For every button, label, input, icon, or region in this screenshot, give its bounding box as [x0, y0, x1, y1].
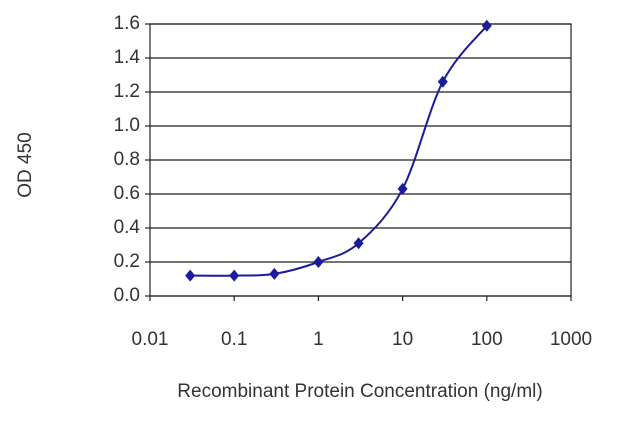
y-tick-label: 1.6	[114, 13, 140, 34]
point	[481, 19, 492, 32]
y-tick-label: 0.4	[114, 217, 141, 238]
point	[397, 182, 408, 195]
y-tick-label: 0.0	[114, 285, 140, 306]
x-tick-label: 10	[392, 329, 413, 350]
y-tick-label: 1.0	[114, 115, 140, 136]
y-tick-label: 0.8	[114, 149, 140, 170]
x-tick-label: 0.1	[221, 329, 247, 350]
y-tick-label: 1.4	[114, 47, 141, 68]
x-tick-label: 100	[471, 329, 503, 350]
point	[437, 75, 448, 88]
y-tick-label: 1.2	[114, 81, 140, 102]
point	[269, 267, 280, 280]
point	[353, 237, 364, 250]
y-axis-label: OD 450	[15, 132, 36, 197]
x-tick-label: 1	[313, 329, 324, 350]
curve	[190, 25, 488, 277]
point	[313, 256, 324, 268]
y-tick-label: 0.2	[114, 251, 140, 272]
y-tick-label: 0.6	[114, 183, 140, 204]
x-tick-label: 1000	[550, 329, 592, 350]
x-tick-label: 0.01	[132, 329, 169, 350]
point	[229, 269, 240, 282]
x-axis-label: Recombinant Protein Concentration (ng/ml…	[177, 381, 542, 402]
point	[185, 269, 196, 282]
